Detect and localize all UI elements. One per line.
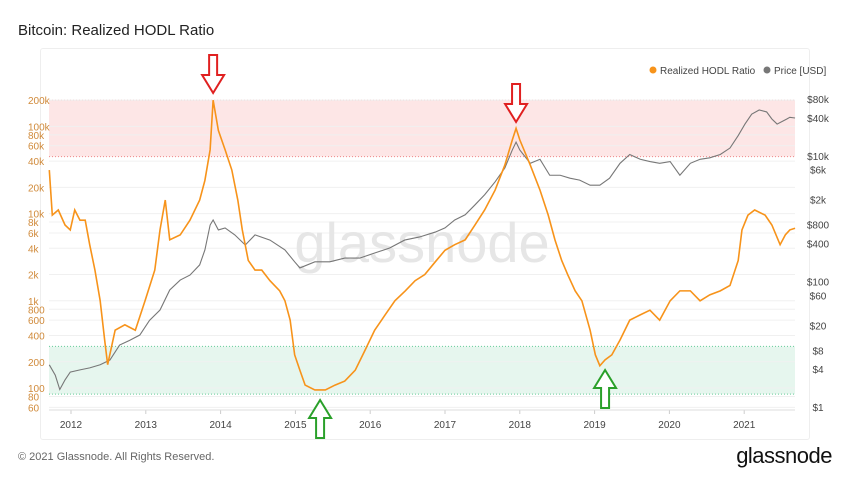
- right-axis-tick: $20: [810, 321, 827, 332]
- left-axis-tick: 6k: [28, 229, 40, 240]
- right-axis-tick: $60: [810, 291, 827, 302]
- bottom-zone-band: [49, 346, 795, 395]
- right-axis-tick: $10k: [807, 152, 830, 163]
- legend-price-label: Price [USD]: [774, 66, 826, 77]
- right-axis-tick: $800: [807, 221, 830, 232]
- copyright: © 2021 Glassnode. All Rights Reserved.: [18, 451, 215, 463]
- right-axis-tick: $6k: [810, 166, 827, 177]
- legend-hodl-label: Realized HODL Ratio: [660, 66, 756, 77]
- x-axis-tick: 2014: [209, 420, 232, 431]
- left-axis-tick: 10k: [28, 210, 45, 221]
- left-axis-tick: 4k: [28, 244, 40, 255]
- right-axis-tick: $2k: [810, 196, 827, 207]
- x-axis-tick: 2020: [658, 420, 681, 431]
- right-axis-tick: $80k: [807, 95, 830, 106]
- x-axis-tick: 2021: [733, 420, 756, 431]
- watermark: glassnode: [294, 211, 549, 274]
- left-axis-tick: 40k: [28, 157, 45, 168]
- top-zone-band: [49, 100, 795, 157]
- right-axis-tick: $100: [807, 277, 830, 288]
- legend-hodl-dot: [649, 66, 657, 74]
- left-axis-tick: 100: [28, 384, 45, 395]
- glassnode-logo[interactable]: glassnode: [736, 443, 832, 468]
- price-line: [48, 109, 796, 391]
- right-axis-tick: $1: [812, 403, 824, 414]
- x-axis-tick: 2018: [509, 420, 532, 431]
- left-axis-tick: 80k: [28, 131, 45, 142]
- red-down-arrow-icon: [200, 54, 226, 95]
- chart-frame: [40, 48, 810, 440]
- green-up-arrow-icon: [307, 398, 333, 439]
- left-axis-tick: 60k: [28, 142, 45, 153]
- left-axis-tick: 600: [28, 316, 45, 327]
- left-axis-tick: 2k: [28, 271, 40, 282]
- chart-title: Bitcoin: Realized HODL Ratio: [18, 22, 215, 39]
- left-axis-tick: 20k: [28, 183, 45, 194]
- x-axis-tick: 2012: [60, 420, 83, 431]
- left-axis-tick: 1k: [28, 297, 40, 308]
- right-axis-tick: $8: [812, 346, 824, 357]
- green-up-arrow-icon: [592, 368, 618, 409]
- left-axis-tick: 8k: [28, 218, 40, 229]
- x-axis-tick: 2015: [284, 420, 307, 431]
- left-axis-tick: 800: [28, 305, 45, 316]
- x-axis-tick: 2019: [583, 420, 606, 431]
- right-axis-tick: $400: [807, 240, 830, 251]
- x-axis-tick: 2016: [359, 420, 382, 431]
- left-axis-tick: 200k: [28, 96, 51, 107]
- x-axis-tick: 2013: [135, 420, 158, 431]
- left-axis-tick: 60: [28, 403, 40, 414]
- right-axis-tick: $4: [812, 365, 824, 376]
- legend-price-dot: [763, 66, 771, 74]
- right-axis-tick: $40k: [807, 114, 830, 125]
- red-down-arrow-icon: [503, 83, 529, 124]
- left-axis-tick: 400: [28, 332, 45, 343]
- hodl-ratio-line: [48, 100, 796, 391]
- x-axis-tick: 2017: [434, 420, 457, 431]
- left-axis-tick: 200: [28, 358, 45, 369]
- left-axis-tick: 80: [28, 392, 40, 403]
- left-axis-tick: 100k: [28, 122, 51, 133]
